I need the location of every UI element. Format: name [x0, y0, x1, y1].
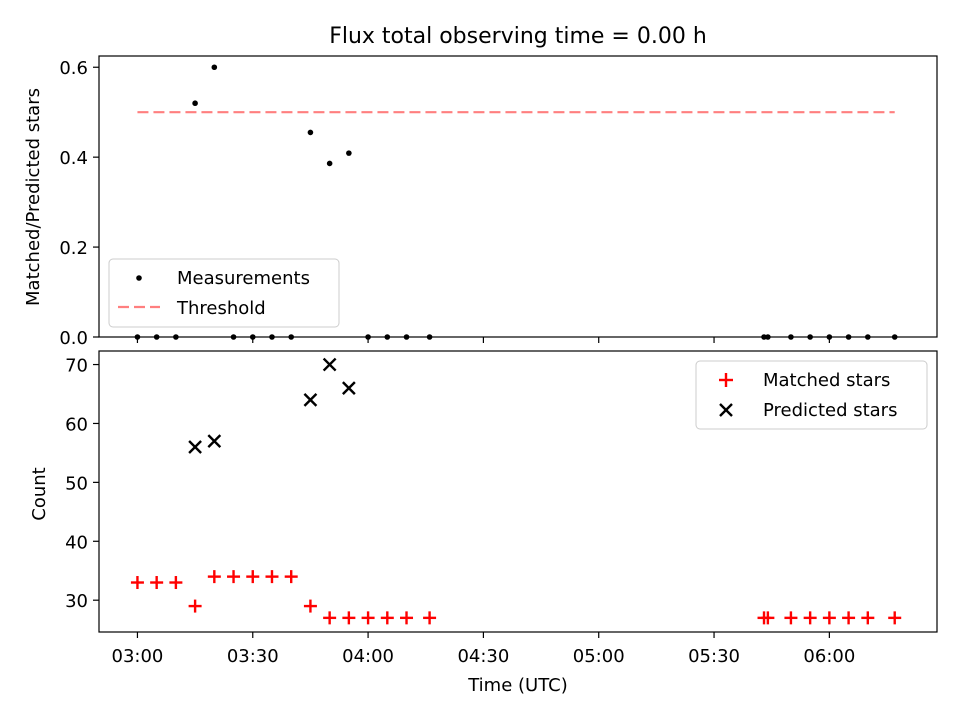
bottom-y-tick-label: 30 — [65, 591, 88, 612]
top-y-tick-label: 0.6 — [59, 58, 88, 79]
predicted-x-b — [207, 434, 222, 448]
legend-threshold-label: Threshold — [176, 298, 266, 319]
measurement-point — [326, 160, 333, 167]
matched-stars-point — [380, 611, 394, 625]
matched-stars-point — [227, 570, 241, 584]
legend-matched-marker — [719, 373, 733, 387]
x-axis-label: Time (UTC) — [467, 675, 568, 696]
matched-stars-point — [303, 599, 317, 613]
predicted-stars-point — [322, 357, 337, 372]
legend-measurements-label: Measurements — [177, 268, 310, 289]
matched-stars-point — [246, 570, 260, 584]
matched-stars-point — [169, 576, 183, 590]
matched-stars-point — [784, 611, 798, 625]
matched-stars-point — [761, 611, 775, 625]
measurement-point — [307, 129, 314, 136]
bottom-y-tick-label: 50 — [65, 473, 88, 494]
bottom-y-tick-label: 70 — [65, 356, 88, 377]
matched-stars-point — [323, 611, 337, 625]
x-tick-label: 03:00 — [112, 646, 164, 667]
predicted-x-b — [322, 357, 337, 372]
top-axes-frame — [98, 55, 938, 338]
matched-stars-point — [842, 611, 856, 625]
matched-stars-point — [888, 611, 902, 625]
top-legend: Measurements Threshold — [108, 258, 340, 328]
predicted-x-b — [342, 381, 356, 395]
bottom-y-tick-label: 40 — [65, 532, 88, 553]
x-tick-label: 03:30 — [227, 646, 279, 667]
matched-stars-point — [284, 570, 298, 584]
predicted-x-b — [188, 440, 202, 454]
x-tick-label: 04:30 — [457, 646, 509, 667]
matched-stars-point — [265, 570, 279, 584]
x-tick-label: 06:00 — [803, 646, 855, 667]
bottom-panel: 30 40 50 60 70 03:00 03:30 04:00 04:30 05:00 05:30… — [29, 350, 938, 696]
predicted-x-b — [303, 393, 318, 407]
measurement-point — [192, 100, 198, 107]
predicted-stars-point — [342, 381, 356, 395]
predicted-stars-point — [207, 434, 222, 448]
matched-stars-point — [400, 611, 414, 625]
matched-stars-point — [861, 611, 875, 625]
measurement-point — [346, 150, 352, 156]
measurement-point — [211, 64, 218, 71]
legend-matched-label: Matched stars — [763, 370, 890, 391]
matched-stars-point — [361, 611, 375, 625]
x-tick-label: 04:00 — [342, 646, 394, 667]
matched-stars-point — [150, 576, 164, 590]
bottom-y-axis-label: Count — [29, 467, 50, 520]
x-tick-label: 05:30 — [688, 646, 740, 667]
top-y-tick-label: 0.2 — [59, 238, 88, 259]
matched-stars-point — [803, 611, 817, 625]
legend-measurements-marker — [136, 275, 142, 281]
bottom-legend: Matched stars Predicted stars — [695, 360, 928, 430]
top-y-tick-label: 0.4 — [59, 148, 88, 169]
matched-stars-point — [207, 570, 221, 584]
predicted-stars-point — [188, 440, 202, 454]
top-panel: 0.0 0.2 0.4 0.6 Matched/Predicted stars Mea… — [23, 55, 938, 349]
matched-stars-point — [423, 611, 437, 625]
matched-stars-point — [822, 611, 836, 625]
matched-stars-point — [342, 611, 356, 625]
top-y-axis-label: Matched/Predicted stars — [23, 88, 44, 306]
bottom-y-tick-label: 60 — [65, 414, 88, 435]
bottom-axes-frame — [98, 350, 938, 633]
x-tick-label: 05:00 — [573, 646, 625, 667]
legend-predicted-marker — [719, 403, 733, 417]
legend-predicted-label: Predicted stars — [763, 400, 897, 421]
chart-title: Flux total observing time = 0.00 h — [329, 24, 707, 49]
top-y-tick-label: 0.0 — [59, 328, 88, 349]
matched-stars-point — [130, 576, 144, 590]
matched-stars-point — [188, 599, 202, 613]
predicted-stars-point — [303, 393, 318, 407]
